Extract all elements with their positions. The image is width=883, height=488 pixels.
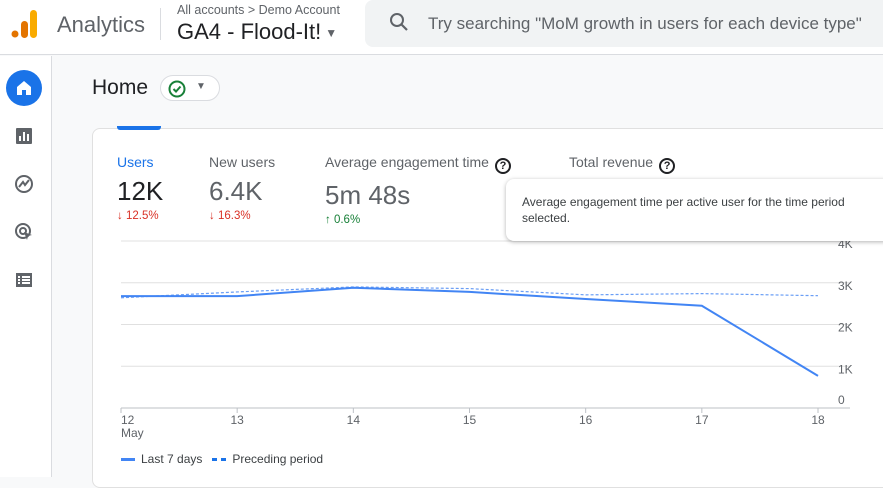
x-tick-label: 12 [121,413,135,427]
legend-item-preceding-period: Preceding period [232,452,323,466]
series-line-last-7-days [121,288,818,376]
legend-item-last-7-days: Last 7 days [141,452,202,466]
y-tick-label: 1K [838,362,853,376]
x-tick-label: 15 [463,413,477,427]
legend-solid-swatch [121,458,135,461]
x-tick-label: 13 [230,413,244,427]
y-tick-label: 0 [838,393,845,407]
x-tick-label: 18 [811,413,825,427]
tooltip: Average engagement time per active user … [506,179,883,241]
x-sublabel: May [121,426,144,440]
y-tick-label: 2K [838,321,853,335]
x-tick-label: 17 [695,413,709,427]
x-tick-label: 16 [579,413,593,427]
chart-legend: Last 7 days Preceding period [121,452,323,466]
legend-dashed-swatch [212,458,226,461]
x-tick-label: 14 [347,413,361,427]
y-tick-label: 3K [838,279,853,293]
